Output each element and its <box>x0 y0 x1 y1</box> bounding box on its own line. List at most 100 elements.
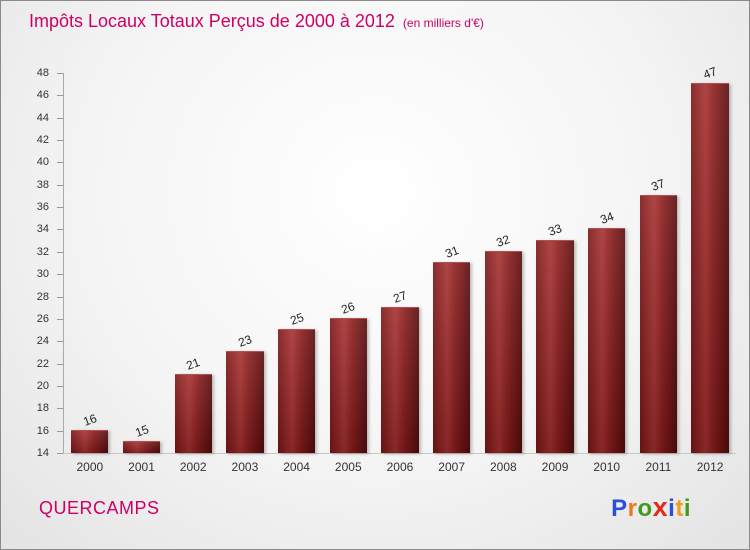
y-tick-mark <box>57 385 63 387</box>
y-tick-mark <box>57 251 63 253</box>
y-tick-label: 38 <box>36 178 49 191</box>
bar-value-label: 37 <box>649 176 668 194</box>
logo-letter: o <box>637 495 653 522</box>
chart-subtitle: (en milliers d'€) <box>402 16 484 30</box>
x-tick-label: 2008 <box>489 460 517 474</box>
y-tick-mark <box>57 341 63 343</box>
bar: 23 <box>226 333 264 453</box>
bar-value-label: 23 <box>236 332 254 351</box>
bar-value-label: 47 <box>701 64 719 83</box>
y-tick-label: 40 <box>36 156 49 169</box>
bar: 25 <box>277 310 316 453</box>
location-label: QUERCAMPS <box>39 498 160 518</box>
x-tick-label: 2002 <box>179 460 207 474</box>
bar-column: 34 2010 <box>581 73 633 474</box>
y-tick-mark <box>57 162 63 164</box>
y-tick-mark <box>57 363 63 365</box>
x-tick-label: 2010 <box>593 460 621 474</box>
y-tick-label: 32 <box>36 245 49 258</box>
y-tick-label: 28 <box>36 290 49 303</box>
y-axis-line <box>63 73 64 454</box>
logo-letter: P <box>611 495 628 522</box>
x-tick-label: 2011 <box>645 460 672 474</box>
bar: 37 <box>639 176 677 453</box>
logo-letter: i <box>683 495 691 522</box>
bar-value-label: 21 <box>184 354 202 373</box>
bar: 27 <box>381 288 419 453</box>
bar: 33 <box>536 221 574 453</box>
bar-column: 33 2009 <box>529 73 581 474</box>
x-tick-label: 2006 <box>386 460 414 474</box>
bar: 34 <box>588 210 626 453</box>
bar: 15 <box>122 422 161 453</box>
y-tick-mark <box>57 184 63 186</box>
bar-value-label: 27 <box>391 287 409 306</box>
x-tick-label: 2007 <box>438 460 465 474</box>
bar-column: 21 2002 <box>167 73 219 474</box>
y-tick-mark <box>57 274 63 276</box>
bar-column: 31 2007 <box>426 73 478 474</box>
logo-letter: i <box>668 495 676 522</box>
y-tick-label: 22 <box>36 357 49 370</box>
x-tick-label: 2005 <box>334 460 362 474</box>
y-tick-mark <box>57 430 63 432</box>
bar-column: 47 2012 <box>684 64 736 474</box>
bar-value-label: 33 <box>546 220 564 239</box>
bar-column: 25 2004 <box>271 73 323 474</box>
x-tick-label: 2003 <box>231 460 259 474</box>
proxiti-logo[interactable]: Proxiti <box>611 492 691 523</box>
y-tick-mark <box>57 296 63 298</box>
bar-column: 16 2000 <box>64 73 116 474</box>
y-tick-label: 46 <box>36 89 49 102</box>
y-tick-label: 18 <box>36 402 49 415</box>
y-tick-mark <box>57 408 63 410</box>
bar: 32 <box>484 232 522 453</box>
x-tick-label: 2012 <box>696 460 724 474</box>
y-tick-label: 48 <box>36 67 49 79</box>
y-tick-label: 14 <box>36 447 49 459</box>
y-tick-label: 36 <box>36 201 49 214</box>
bar-column: 23 2003 <box>219 73 271 474</box>
bar-column: 37 2011 <box>633 73 685 474</box>
y-tick-label: 24 <box>36 335 49 348</box>
bar-column: 26 2005 <box>322 73 374 474</box>
bar: 47 <box>691 64 729 453</box>
bar-value-label: 32 <box>494 231 512 250</box>
bar-value-label: 34 <box>598 209 616 228</box>
x-tick-label: 2004 <box>283 460 310 474</box>
y-tick-mark <box>57 140 63 142</box>
y-tick-label: 20 <box>36 379 49 392</box>
y-tick-mark <box>57 117 63 119</box>
y-tick-label: 30 <box>36 268 49 281</box>
y-tick-mark <box>57 318 63 320</box>
bar-column: 32 2008 <box>478 73 530 474</box>
bar-value-label: 31 <box>442 243 461 261</box>
x-tick-label: 2000 <box>76 460 104 474</box>
y-tick-label: 44 <box>36 111 49 124</box>
y-tick-label: 34 <box>36 223 49 236</box>
y-tick-label: 42 <box>36 134 49 147</box>
y-tick-mark <box>57 453 63 454</box>
chart-header: Impôts Locaux Totaux Perçus de 2000 à 20… <box>29 11 484 32</box>
bar-value-label: 16 <box>81 410 99 429</box>
y-tick-mark <box>57 95 63 97</box>
bar-value-label: 25 <box>287 310 306 328</box>
x-axis-line <box>63 453 736 454</box>
logo-letter: x <box>652 492 669 522</box>
plot-area: 16 2000 15 2001 21 2002 23 2003 25 2004 26 2005 27 20… <box>64 64 736 474</box>
y-axis: 14 16 18 20 22 24 26 28 30 32 34 36 38 40 42 44 46 48 <box>1 67 63 459</box>
logo-letter: r <box>627 495 638 522</box>
chart-title: Impôts Locaux Totaux Perçus de 2000 à 20… <box>29 11 395 31</box>
y-tick-mark <box>57 73 63 74</box>
bar-column: 15 2001 <box>116 73 168 474</box>
bar-column: 27 2006 <box>374 73 426 474</box>
x-tick-label: 2009 <box>541 460 569 474</box>
x-tick-label: 2001 <box>128 460 155 474</box>
y-tick-mark <box>57 207 63 209</box>
bar-value-label: 26 <box>339 299 357 317</box>
y-tick-label: 26 <box>36 312 49 325</box>
bar-value-label: 15 <box>132 421 151 440</box>
logo-letter: t <box>675 495 684 522</box>
bar: 31 <box>433 243 471 453</box>
